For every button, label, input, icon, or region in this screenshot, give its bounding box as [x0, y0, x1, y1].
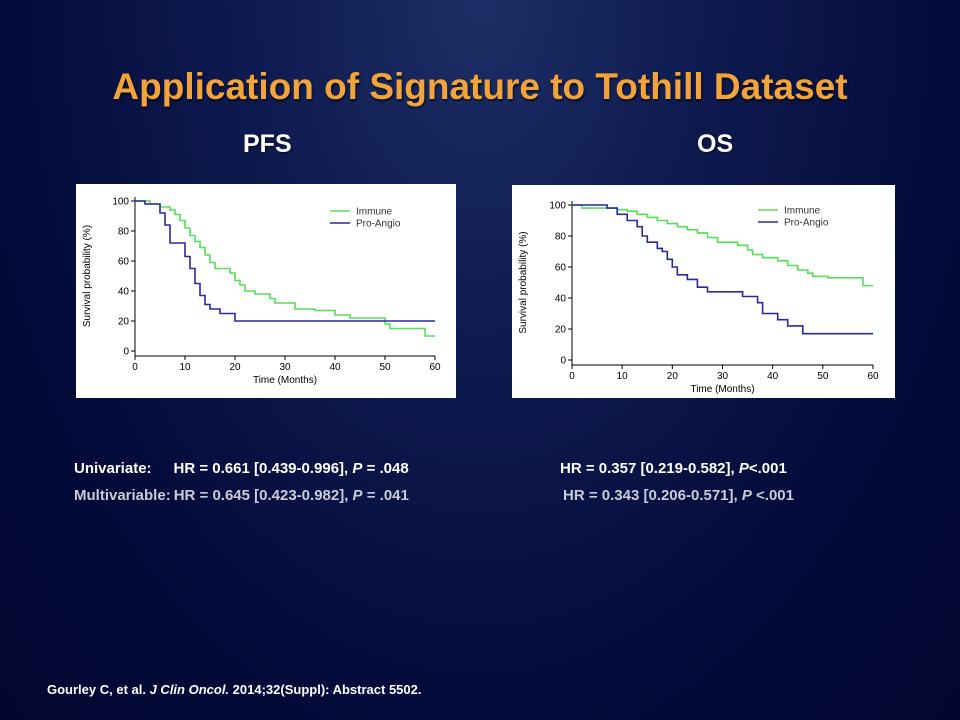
series-line-immune — [135, 200, 435, 337]
y-tick-label: 60 — [555, 263, 567, 274]
x-axis-label: Time (Months) — [690, 384, 754, 395]
x-tick-label: 10 — [617, 371, 629, 382]
pfs-uni-p-symbol: P — [352, 460, 363, 477]
x-tick-label: 20 — [667, 371, 679, 382]
os-uni-hr: HR = 0.357 [0.219-0.582], — [560, 460, 739, 477]
y-tick-label: 100 — [549, 201, 566, 212]
os-uni-p-value: <.001 — [748, 460, 787, 477]
y-axis-label: Survival probability (%) — [82, 225, 93, 327]
x-tick-label: 50 — [379, 362, 391, 373]
os-multi-p-symbol: P — [741, 487, 752, 504]
x-tick-label: 30 — [717, 371, 729, 382]
pfs-chart-panel: 0 10 20 30 40 50 60 0 20 40 60 80 100 Time (Months) Su… — [76, 184, 456, 398]
univariate-pfs-stats: Univariate: HR = 0.661 [0.439-0.996], P =… — [74, 460, 409, 477]
legend-label-pro-angio: Pro-Angio — [784, 218, 829, 229]
pfs-multi-hr: HR = 0.645 [0.423-0.982], — [173, 487, 353, 504]
os-heading: OS — [697, 130, 734, 158]
y-tick-label: 0 — [123, 347, 129, 358]
x-tick-label: 20 — [229, 362, 241, 373]
multivariable-os-stats: HR = 0.343 [0.206-0.571], P <.001 — [563, 487, 794, 504]
y-tick-label: 40 — [118, 287, 130, 298]
y-tick-label: 80 — [555, 232, 567, 243]
y-tick-label: 0 — [560, 356, 566, 367]
citation: Gourley C, et al. J Clin Oncol. 2014;32(… — [47, 682, 422, 697]
univariate-os-stats: HR = 0.357 [0.219-0.582], P<.001 — [560, 460, 787, 477]
citation-journal: J Clin Oncol. — [149, 682, 230, 697]
x-tick-label: 60 — [867, 371, 879, 382]
y-tick-label: 20 — [118, 317, 130, 328]
y-tick-label: 80 — [118, 227, 130, 238]
y-axis-label: Survival probability (%) — [518, 231, 529, 333]
pfs-heading: PFS — [243, 130, 292, 158]
legend-label-immune: Immune — [784, 206, 821, 217]
univariate-label: Univariate: — [74, 460, 152, 477]
y-tick-label: 100 — [112, 197, 129, 208]
pfs-uni-hr: HR = 0.661 [0.439-0.996], — [173, 460, 353, 477]
citation-authors: Gourley C, et al. — [47, 682, 150, 697]
os-chart-panel: 0 10 20 30 40 50 60 0 20 40 60 80 100 Time (Months) Su… — [512, 185, 895, 398]
multivariable-pfs-stats: Multivariable: HR = 0.645 [0.423-0.982], … — [74, 487, 409, 504]
y-tick-label: 40 — [555, 294, 567, 305]
os-uni-p-symbol: P — [738, 460, 749, 477]
pfs-multi-p-symbol: P — [352, 487, 363, 504]
pfs-km-chart: 0 10 20 30 40 50 60 0 20 40 60 80 100 Time (Months) Su… — [82, 197, 441, 387]
legend-label-immune: Immune — [356, 207, 393, 218]
multivariable-label: Multivariable: — [74, 487, 171, 504]
y-tick-label: 20 — [555, 325, 567, 336]
x-tick-label: 10 — [179, 362, 191, 373]
x-tick-label: 0 — [569, 371, 575, 382]
legend-label-pro-angio: Pro-Angio — [356, 219, 401, 230]
os-multi-p-value: <.001 — [751, 487, 794, 504]
os-km-chart: 0 10 20 30 40 50 60 0 20 40 60 80 100 Time (Months) Su… — [518, 201, 879, 396]
series-line-pro-angio — [572, 204, 873, 335]
pfs-multi-p-value: = .041 — [362, 487, 409, 504]
os-multi-hr: HR = 0.343 [0.206-0.571], — [563, 487, 742, 504]
series-line-immune — [572, 204, 873, 287]
x-axis-label: Time (Months) — [253, 375, 317, 386]
x-tick-label: 40 — [329, 362, 341, 373]
series-line-pro-angio — [135, 200, 435, 322]
x-tick-label: 60 — [429, 362, 441, 373]
slide-title: Application of Signature to Tothill Data… — [112, 66, 848, 107]
citation-details: 2014;32(Suppl): Abstract 5502. — [229, 682, 422, 697]
x-tick-label: 40 — [767, 371, 779, 382]
pfs-uni-p-value: = .048 — [362, 460, 409, 477]
x-tick-label: 30 — [279, 362, 291, 373]
x-tick-label: 50 — [817, 371, 829, 382]
x-tick-label: 0 — [132, 362, 138, 373]
y-tick-label: 60 — [118, 257, 130, 268]
